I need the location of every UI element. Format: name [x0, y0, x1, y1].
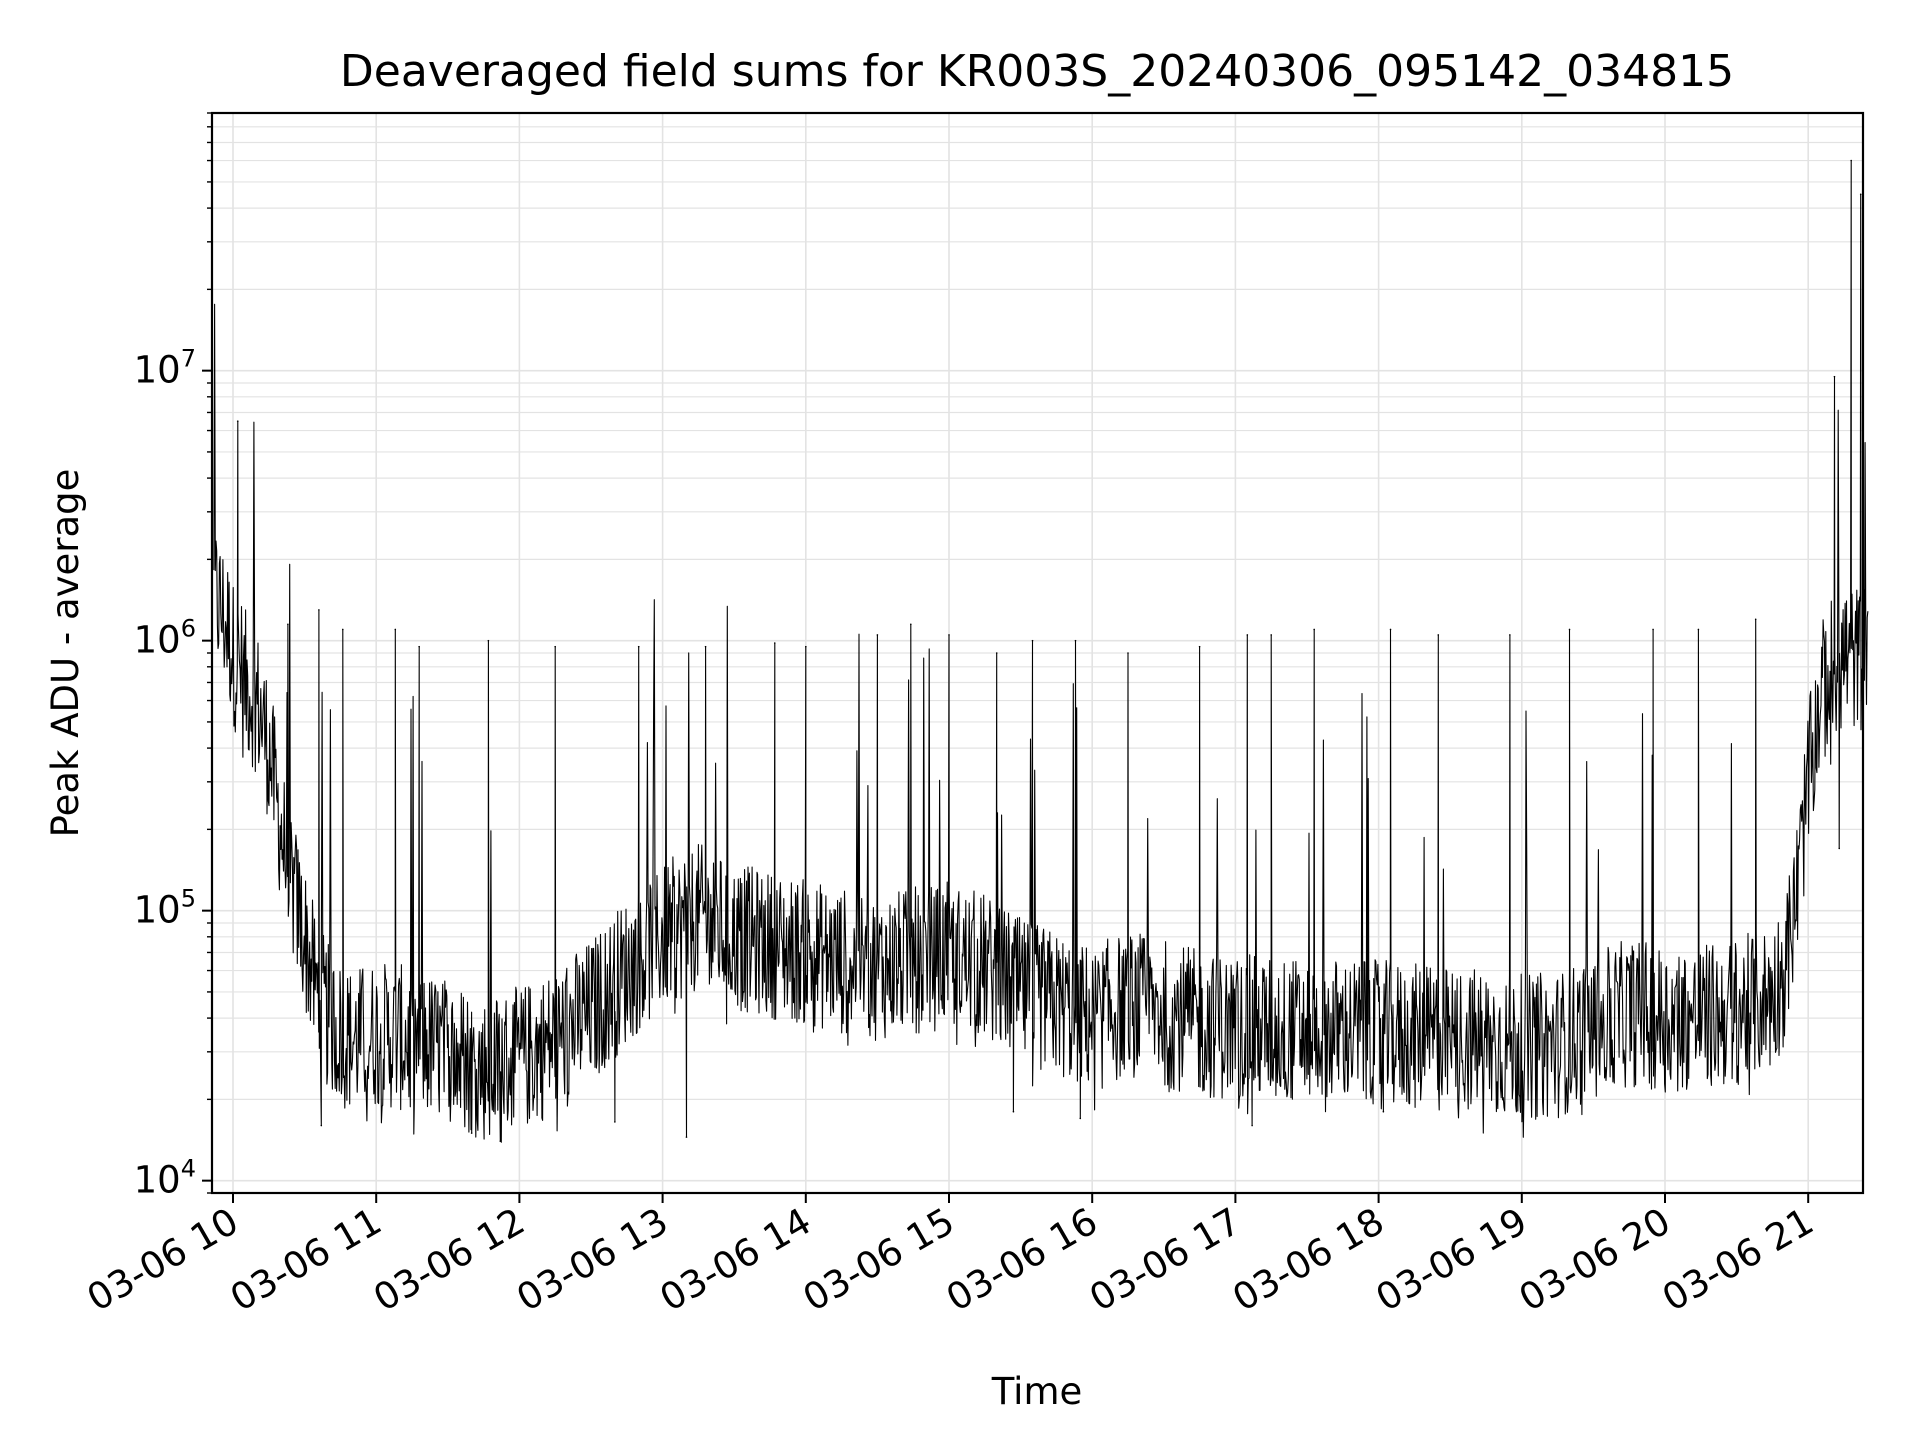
spike-point	[948, 634, 950, 636]
spike-point	[1697, 628, 1700, 631]
spike-point	[318, 609, 320, 611]
spike-point	[1127, 652, 1129, 654]
spike-point	[1074, 639, 1077, 642]
y-tick-label: 107	[134, 345, 196, 392]
y-axis: 104 105 106 107	[134, 112, 212, 1202]
dip-point	[1079, 1117, 1082, 1120]
spike-point	[773, 642, 776, 644]
spike-point	[876, 634, 879, 636]
spike-point	[637, 645, 640, 648]
x-axis-label: Time	[991, 1370, 1083, 1413]
dip-point	[499, 1140, 502, 1142]
dip-point	[1382, 1110, 1385, 1113]
spike-point	[554, 645, 556, 648]
spike-point	[341, 628, 344, 631]
spike-point	[1313, 628, 1315, 631]
dip-point	[320, 1124, 323, 1127]
spike-point	[1437, 634, 1440, 636]
dip-point	[685, 1136, 688, 1138]
spike-point	[1568, 628, 1571, 631]
y-tick-label: 105	[134, 885, 196, 932]
spike-point	[1270, 634, 1272, 636]
chart-title: Deaveraged field sums for KR003S_2024030…	[340, 46, 1734, 97]
y-tick-label: 104	[134, 1155, 196, 1202]
spike-point	[995, 652, 998, 654]
spike-point	[1246, 634, 1249, 636]
spike-point	[1859, 193, 1862, 196]
y-axis-label: Peak ADU - average	[44, 469, 87, 838]
spike-point	[1652, 628, 1654, 631]
spike-point	[236, 420, 239, 422]
dip-point	[470, 1132, 473, 1134]
data-series-line	[213, 159, 1869, 1143]
spike-point	[487, 639, 490, 642]
plot-area	[213, 159, 1869, 1143]
spike-point	[1198, 645, 1201, 648]
spike-point	[910, 623, 912, 626]
spike-point	[805, 645, 807, 648]
dip-point	[1838, 847, 1841, 850]
spike-point	[704, 645, 707, 648]
spike-point	[418, 645, 420, 648]
spike-point	[1754, 618, 1757, 621]
spike-point	[1850, 159, 1852, 162]
dip-point	[1251, 1124, 1253, 1127]
dip-point	[1012, 1110, 1015, 1113]
dip-point	[614, 1121, 616, 1123]
spike-point	[1509, 634, 1511, 636]
spike-point	[287, 623, 289, 626]
spike-point	[1833, 375, 1836, 378]
spike-point	[1031, 639, 1034, 642]
spike-point	[1389, 628, 1392, 631]
spike-point	[394, 628, 397, 631]
y-tick-label: 106	[134, 615, 196, 662]
